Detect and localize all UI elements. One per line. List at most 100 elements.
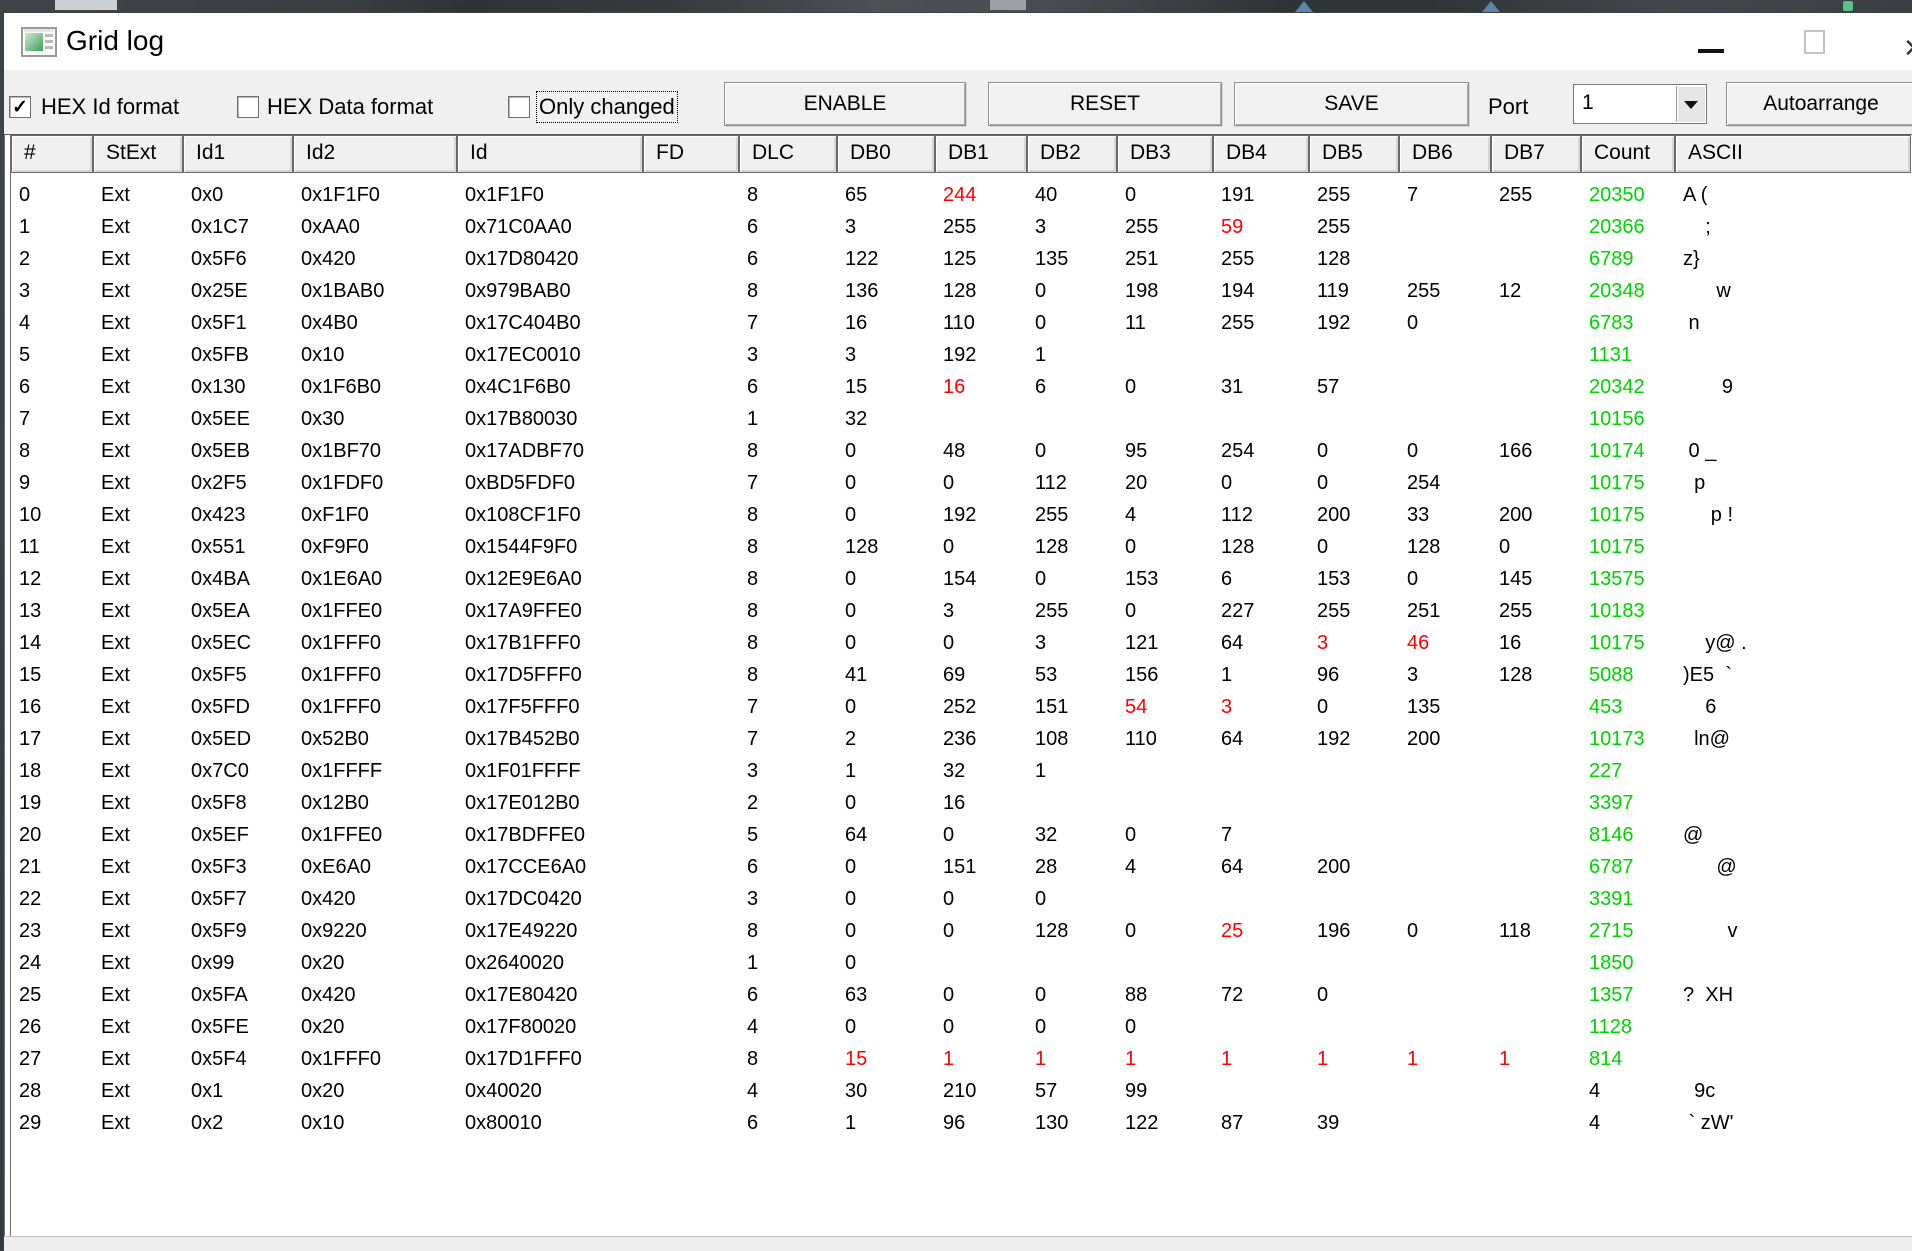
col-header-count[interactable]: Count — [1581, 135, 1675, 173]
hex-data-format-label[interactable]: HEX Data format — [267, 94, 434, 119]
dlc-cell: 1 — [747, 952, 759, 974]
db0-cell: 0 — [845, 1016, 857, 1038]
port-select[interactable]: 1 — [1573, 84, 1707, 124]
fd-cell — [643, 435, 739, 467]
reset-button[interactable]: RESET — [988, 82, 1222, 126]
table-row[interactable]: 7 Ext 0x5EE 0x30 0x17B80030 1 32 10156 — [11, 403, 1911, 435]
id2-cell: 0xAA0 — [301, 216, 360, 238]
col-header-db1[interactable]: DB1 — [935, 135, 1027, 173]
minimize-icon[interactable] — [1698, 49, 1724, 53]
table-row[interactable]: 13 Ext 0x5EA 0x1FFE0 0x17A9FFE0 8 0 3 255 0 227 255… — [11, 595, 1911, 627]
db3-cell: 198 — [1125, 280, 1159, 302]
table-row[interactable]: 27 Ext 0x5F4 0x1FFF0 0x17D1FFF0 8 15 1 1 1 1 1 1 1 814 — [11, 1043, 1911, 1075]
enable-button[interactable]: ENABLE — [724, 82, 966, 126]
close-icon[interactable]: ✕ — [1905, 33, 1912, 63]
col-header-db6[interactable]: DB6 — [1399, 135, 1491, 173]
col-header-db0[interactable]: DB0 — [837, 135, 935, 173]
col-header-num[interactable]: # — [11, 135, 93, 173]
col-header-stext[interactable]: StExt — [93, 135, 183, 173]
id-cell: 0x17E012B0 — [465, 792, 580, 814]
table-row[interactable]: 6 Ext 0x130 0x1F6B0 0x4C1F6B0 6 15 16 6 0 31 57 2034… — [11, 371, 1911, 403]
col-header-id1[interactable]: Id1 — [183, 135, 293, 173]
db0-cell: 0 — [845, 856, 857, 878]
table-row[interactable]: 8 Ext 0x5EB 0x1BF70 0x17ADBF70 8 0 48 0 95 254 0 0 16… — [11, 435, 1911, 467]
only-changed-checkbox[interactable] — [508, 96, 530, 118]
col-header-db5[interactable]: DB5 — [1309, 135, 1399, 173]
table-row[interactable]: 0 Ext 0x0 0x1F1F0 0x1F1F0 8 65 244 40 0 191 255 7 255… — [11, 179, 1911, 211]
table-row[interactable]: 28 Ext 0x1 0x20 0x40020 4 30 210 57 99 4 9c — [11, 1075, 1911, 1107]
id2-cell: 0x1FFF0 — [301, 1048, 382, 1070]
table-row[interactable]: 25 Ext 0x5FA 0x420 0x17E80420 6 63 0 0 88 72 0 1357?… — [11, 979, 1911, 1011]
table-row[interactable]: 15 Ext 0x5F5 0x1FFF0 0x17D5FFF0 8 41 69 53 156 1 96… — [11, 659, 1911, 691]
id1-cell: 0x5F9 — [191, 920, 247, 942]
db1-cell: 0 — [943, 536, 955, 558]
id1-cell: 0x5EB — [191, 440, 250, 462]
maximize-icon[interactable] — [1804, 30, 1825, 54]
stext-cell: Ext — [101, 280, 130, 302]
db5-cell: 192 — [1317, 728, 1351, 750]
col-header-db4[interactable]: DB4 — [1213, 135, 1309, 173]
table-row[interactable]: 12 Ext 0x4BA 0x1E6A0 0x12E9E6A0 8 0 154 0 153 6 153… — [11, 563, 1911, 595]
table-row[interactable]: 2 Ext 0x5F6 0x420 0x17D80420 6 122 125 135 251 255… — [11, 243, 1911, 275]
count-cell: 1357 — [1589, 984, 1634, 1006]
id1-cell: 0x5F1 — [191, 312, 247, 334]
table-row[interactable]: 21 Ext 0x5F3 0xE6A0 0x17CCE6A0 6 0 151 28 4 64 200 6… — [11, 851, 1911, 883]
id1-cell: 0x5F8 — [191, 792, 247, 814]
port-dropdown-button[interactable] — [1676, 86, 1705, 122]
table-row[interactable]: 14 Ext 0x5EC 0x1FFF0 0x17B1FFF0 8 0 0 3 121 64 3 46 1… — [11, 627, 1911, 659]
db6-cell — [1399, 755, 1491, 787]
count-cell: 20366 — [1589, 216, 1645, 238]
col-header-ascii[interactable]: ASCII — [1675, 135, 1911, 173]
table-row[interactable]: 26 Ext 0x5FE 0x20 0x17F80020 4 0 0 0 0 1128 — [11, 1011, 1911, 1043]
db0-cell: 128 — [845, 536, 879, 558]
table-row[interactable]: 5 Ext 0x5FB 0x10 0x17EC0010 3 3 192 1 1131 — [11, 339, 1911, 371]
col-header-fd[interactable]: FD — [643, 135, 739, 173]
table-row[interactable]: 4 Ext 0x5F1 0x4B0 0x17C404B0 7 16 110 0 11 255 192 0… — [11, 307, 1911, 339]
col-header-db7[interactable]: DB7 — [1491, 135, 1581, 173]
hex-data-format-checkbox[interactable] — [237, 96, 259, 118]
db4-cell: 25 — [1221, 920, 1244, 942]
autoarrange-button[interactable]: Autoarrange — [1726, 82, 1912, 126]
table-row[interactable]: 10 Ext 0x423 0xF1F0 0x108CF1F0 8 0 192 255 4 112 20… — [11, 499, 1911, 531]
table-row[interactable]: 16 Ext 0x5FD 0x1FFF0 0x17F5FFF0 7 0 252 151 54 3 0 1… — [11, 691, 1911, 723]
bottom-scrollbar-area[interactable] — [4, 1236, 1912, 1251]
db0-cell: 0 — [845, 472, 857, 494]
id2-cell: 0xE6A0 — [301, 856, 372, 878]
table-row[interactable]: 22 Ext 0x5F7 0x420 0x17DC0420 3 0 0 0 3391 — [11, 883, 1911, 915]
count-cell: 10174 — [1589, 440, 1645, 462]
col-header-id2[interactable]: Id2 — [293, 135, 457, 173]
db3-cell: 0 — [1125, 824, 1137, 846]
fd-cell — [643, 275, 739, 307]
db6-cell: 251 — [1407, 600, 1441, 622]
hex-id-format-checkbox[interactable] — [9, 96, 31, 118]
fd-cell — [643, 307, 739, 339]
db6-cell: 200 — [1407, 728, 1441, 750]
dlc-cell: 6 — [747, 216, 759, 238]
col-header-id[interactable]: Id — [457, 135, 643, 173]
table-row[interactable]: 11 Ext 0x551 0xF9F0 0x1544F9F0 8 128 0 128 0 128 0 1… — [11, 531, 1911, 563]
table-row[interactable]: 19 Ext 0x5F8 0x12B0 0x17E012B0 2 0 16 3397 — [11, 787, 1911, 819]
col-header-db3[interactable]: DB3 — [1117, 135, 1213, 173]
hex-id-format-label[interactable]: HEX Id format — [41, 94, 180, 119]
db2-cell: 53 — [1035, 664, 1058, 686]
db0-cell: 0 — [845, 568, 857, 590]
table-row[interactable]: 3 Ext 0x25E 0x1BAB0 0x979BAB0 8 136 128 0 198 194 1… — [11, 275, 1911, 307]
table-row[interactable]: 20 Ext 0x5EF 0x1FFE0 0x17BDFFE0 5 64 0 32 0 7 8146 @ — [11, 819, 1911, 851]
table-row[interactable]: 17 Ext 0x5ED 0x52B0 0x17B452B0 7 2 236 108 110 64 1… — [11, 723, 1911, 755]
db4-cell: 72 — [1221, 984, 1244, 1006]
table-row[interactable]: 29 Ext 0x2 0x10 0x80010 6 1 96 130 122 87 39 4 ` zW' — [11, 1107, 1911, 1139]
db0-cell: 16 — [845, 312, 868, 334]
table-row[interactable]: 18 Ext 0x7C0 0x1FFFF 0x1F01FFFF 3 1 32 1 227 — [11, 755, 1911, 787]
only-changed-label[interactable]: Only changed — [536, 91, 678, 123]
col-header-dlc[interactable]: DLC — [739, 135, 837, 173]
table-row[interactable]: 24 Ext 0x99 0x20 0x2640020 1 0 1850 — [11, 947, 1911, 979]
table-row[interactable]: 9 Ext 0x2F5 0x1FDF0 0xBD5FDF0 7 0 0 112 20 0 0 254 10… — [11, 467, 1911, 499]
db5-cell — [1309, 947, 1399, 979]
table-row[interactable]: 1 Ext 0x1C7 0xAA0 0x71C0AA0 6 3 255 3 255 59 255 203… — [11, 211, 1911, 243]
col-header-db2[interactable]: DB2 — [1027, 135, 1117, 173]
save-button[interactable]: SAVE — [1234, 82, 1469, 126]
table-row[interactable]: 23 Ext 0x5F9 0x9220 0x17E49220 8 0 0 128 0 25 196 0 1… — [11, 915, 1911, 947]
title-bar[interactable]: Grid log ✕ — [4, 13, 1912, 70]
ascii-cell: w — [1683, 280, 1731, 302]
stext-cell: Ext — [101, 792, 130, 814]
